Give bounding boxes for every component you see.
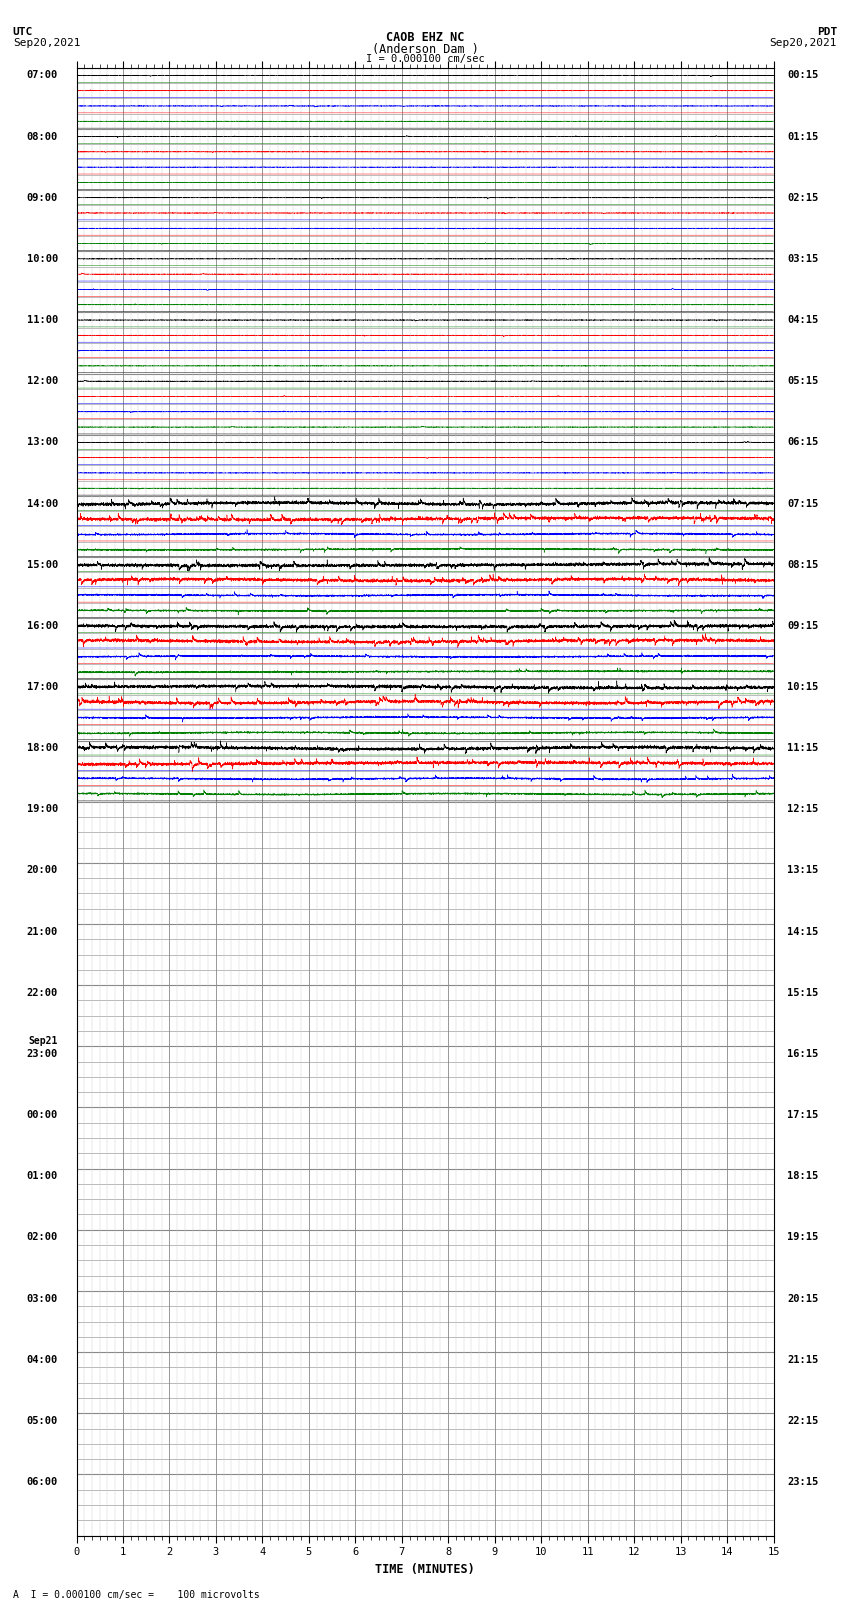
Text: 12:15: 12:15 xyxy=(787,805,819,815)
Text: 10:00: 10:00 xyxy=(26,253,58,265)
Text: (Anderson Dam ): (Anderson Dam ) xyxy=(371,44,479,56)
Text: 02:00: 02:00 xyxy=(26,1232,58,1242)
Text: 01:15: 01:15 xyxy=(787,132,819,142)
Text: 14:00: 14:00 xyxy=(26,498,58,508)
Text: 14:15: 14:15 xyxy=(787,926,819,937)
Text: 04:15: 04:15 xyxy=(787,315,819,326)
Text: 08:15: 08:15 xyxy=(787,560,819,569)
Text: 05:15: 05:15 xyxy=(787,376,819,386)
Text: 22:00: 22:00 xyxy=(26,987,58,998)
Text: 11:15: 11:15 xyxy=(787,744,819,753)
Text: 18:00: 18:00 xyxy=(26,744,58,753)
Text: 00:15: 00:15 xyxy=(787,71,819,81)
Text: 04:00: 04:00 xyxy=(26,1355,58,1365)
Text: 07:15: 07:15 xyxy=(787,498,819,508)
Text: 19:15: 19:15 xyxy=(787,1232,819,1242)
Text: 12:00: 12:00 xyxy=(26,376,58,386)
Text: 18:15: 18:15 xyxy=(787,1171,819,1181)
Text: 02:15: 02:15 xyxy=(787,192,819,203)
Text: A  I = 0.000100 cm/sec =    100 microvolts: A I = 0.000100 cm/sec = 100 microvolts xyxy=(13,1590,259,1600)
Text: 16:15: 16:15 xyxy=(787,1048,819,1060)
Text: I = 0.000100 cm/sec: I = 0.000100 cm/sec xyxy=(366,53,484,65)
Text: 23:15: 23:15 xyxy=(787,1478,819,1487)
Text: 05:00: 05:00 xyxy=(26,1416,58,1426)
Text: 13:00: 13:00 xyxy=(26,437,58,447)
Text: 09:00: 09:00 xyxy=(26,192,58,203)
Text: 01:00: 01:00 xyxy=(26,1171,58,1181)
Text: 17:15: 17:15 xyxy=(787,1110,819,1119)
Text: CAOB EHZ NC: CAOB EHZ NC xyxy=(386,31,464,45)
Text: UTC: UTC xyxy=(13,27,33,37)
Text: 21:15: 21:15 xyxy=(787,1355,819,1365)
Text: 22:15: 22:15 xyxy=(787,1416,819,1426)
Text: 15:00: 15:00 xyxy=(26,560,58,569)
Text: 19:00: 19:00 xyxy=(26,805,58,815)
Text: 21:00: 21:00 xyxy=(26,926,58,937)
Text: Sep20,2021: Sep20,2021 xyxy=(770,37,837,48)
Text: 03:15: 03:15 xyxy=(787,253,819,265)
Text: 17:00: 17:00 xyxy=(26,682,58,692)
Text: PDT: PDT xyxy=(817,27,837,37)
Text: 10:15: 10:15 xyxy=(787,682,819,692)
Text: 08:00: 08:00 xyxy=(26,132,58,142)
Text: 07:00: 07:00 xyxy=(26,71,58,81)
Text: 11:00: 11:00 xyxy=(26,315,58,326)
Text: 06:00: 06:00 xyxy=(26,1478,58,1487)
Text: 13:15: 13:15 xyxy=(787,866,819,876)
Text: Sep21: Sep21 xyxy=(29,1036,58,1047)
Text: 00:00: 00:00 xyxy=(26,1110,58,1119)
Text: 03:00: 03:00 xyxy=(26,1294,58,1303)
Text: 20:15: 20:15 xyxy=(787,1294,819,1303)
X-axis label: TIME (MINUTES): TIME (MINUTES) xyxy=(375,1563,475,1576)
Text: 09:15: 09:15 xyxy=(787,621,819,631)
Text: 20:00: 20:00 xyxy=(26,866,58,876)
Text: Sep20,2021: Sep20,2021 xyxy=(13,37,80,48)
Text: 06:15: 06:15 xyxy=(787,437,819,447)
Text: 23:00: 23:00 xyxy=(26,1048,58,1060)
Text: 15:15: 15:15 xyxy=(787,987,819,998)
Text: 16:00: 16:00 xyxy=(26,621,58,631)
